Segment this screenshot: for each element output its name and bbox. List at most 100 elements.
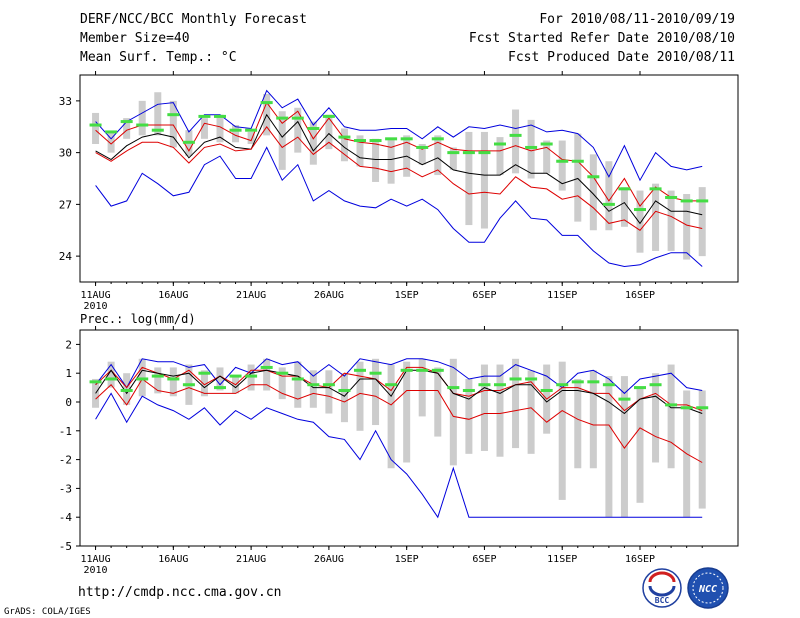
ensemble-marker xyxy=(260,365,273,369)
ensemble-marker xyxy=(307,383,320,387)
precipitation-panel: -5 -4 -3 -2 -1 0 1 2 11AUG 16AUG 21AUG 26AUG 1SEP 6SE… xyxy=(59,326,739,576)
ensemble-marker xyxy=(120,388,133,392)
spread-box xyxy=(449,358,457,466)
ensemble-marker xyxy=(291,116,304,120)
x-tick-label: 26AUG xyxy=(314,290,344,301)
y-tick-label: 27 xyxy=(59,198,72,211)
ensemble-marker xyxy=(462,388,475,392)
spread-box xyxy=(309,370,317,408)
ensemble-marker xyxy=(105,377,118,381)
series-upper-line xyxy=(95,366,703,412)
member-size: Member Size=40 xyxy=(80,31,190,46)
ensemble-marker xyxy=(120,120,133,124)
spread-box xyxy=(449,147,457,170)
ensemble-marker xyxy=(680,199,693,203)
spread-box xyxy=(543,140,551,174)
x-tick-label: 21AUG xyxy=(236,554,266,565)
spread-box xyxy=(169,367,177,397)
ensemble-marker xyxy=(618,187,631,191)
spread-box xyxy=(294,107,302,153)
spread-box xyxy=(200,118,208,139)
spread-box xyxy=(496,137,504,176)
ensemble-marker xyxy=(447,386,460,390)
ensemble-marker xyxy=(478,383,491,387)
ensemble-marker xyxy=(696,406,709,410)
ensemble-marker xyxy=(431,368,444,372)
spread-box xyxy=(138,100,146,136)
spread-box xyxy=(107,361,115,388)
spread-box xyxy=(387,364,395,469)
ensemble-marker xyxy=(494,142,506,146)
spread-box xyxy=(434,367,442,437)
ensemble-marker xyxy=(385,137,398,141)
spread-box xyxy=(247,131,255,144)
ensemble-marker xyxy=(416,145,429,149)
spread-box xyxy=(325,370,333,414)
x-tick-label: 6SEP xyxy=(472,290,496,301)
series-mean-line xyxy=(95,369,703,415)
spread-box xyxy=(636,387,644,503)
start-date: Fcst Started Refer Date 2010/08/10 xyxy=(469,31,735,46)
y-tick-label: 30 xyxy=(59,147,72,160)
y-tick-label: -3 xyxy=(59,482,72,495)
spread-box xyxy=(480,131,488,229)
ensemble-marker xyxy=(509,377,522,381)
ensemble-marker xyxy=(276,116,289,120)
ensemble-marker xyxy=(540,388,553,392)
ncc-logo: NCC xyxy=(687,567,729,609)
x-tick-label: 11SEP xyxy=(547,554,577,565)
spread-box xyxy=(698,390,706,509)
spread-box xyxy=(605,161,613,231)
ensemble-marker xyxy=(214,386,226,390)
spread-box xyxy=(278,111,286,170)
y-tick-label: 33 xyxy=(59,95,72,108)
produced-date: Fcst Produced Date 2010/08/11 xyxy=(508,50,735,65)
ensemble-marker xyxy=(167,377,180,381)
ensemble-marker xyxy=(478,151,491,155)
ensemble-marker xyxy=(136,377,149,381)
spread-box xyxy=(403,361,411,463)
x-tick-label: 16AUG xyxy=(158,554,188,565)
spread-box xyxy=(154,92,162,136)
spread-box xyxy=(558,361,566,500)
series-min-line xyxy=(95,146,703,268)
spread-box xyxy=(434,135,442,176)
forecast-period: For 2010/08/11-2010/09/19 xyxy=(539,12,735,27)
spread-box xyxy=(107,131,115,153)
x-tick-label: 16SEP xyxy=(625,554,655,565)
grads-credit: GrADS: COLA/IGES xyxy=(4,607,91,617)
x-tick-label: 1SEP xyxy=(395,290,419,301)
ensemble-marker xyxy=(431,137,444,141)
bcc-logo-text: BCC xyxy=(655,596,670,605)
year-label: 2010 xyxy=(84,301,108,312)
spread-box xyxy=(340,128,348,162)
spread-box xyxy=(263,358,271,391)
ensemble-marker xyxy=(198,371,211,375)
ensemble-marker xyxy=(571,159,584,163)
figure-title: DERF/NCC/BCC Monthly Forecast xyxy=(80,12,307,27)
ensemble-marker xyxy=(338,135,351,139)
series-lower-line xyxy=(95,378,703,463)
ensemble-marker xyxy=(634,208,646,212)
temperature-panel: 24 27 30 33 11AUG 16AUG 21AUG 26AUG 1SEP 6SEP 11SE… xyxy=(59,71,739,312)
ensemble-marker xyxy=(276,371,289,375)
ensemble-marker xyxy=(245,374,258,378)
spread-box xyxy=(480,364,488,451)
spread-box xyxy=(92,112,100,144)
footer-url: http://cmdp.ncc.cma.gov.cn xyxy=(78,585,282,600)
spread-box xyxy=(558,140,566,191)
spread-box xyxy=(589,154,597,231)
spread-box xyxy=(418,358,426,417)
ensemble-marker xyxy=(618,397,631,401)
ensemble-marker xyxy=(400,368,413,372)
plot-frame xyxy=(79,329,739,547)
ensemble-marker xyxy=(649,187,662,191)
x-tick-label: 11AUG xyxy=(81,554,111,565)
spread-box xyxy=(574,378,582,469)
series-upper-line xyxy=(95,101,703,207)
ensemble-marker xyxy=(400,137,413,141)
spread-box xyxy=(636,190,644,253)
y-tick-label: -5 xyxy=(59,540,72,553)
spread-box xyxy=(169,100,177,148)
